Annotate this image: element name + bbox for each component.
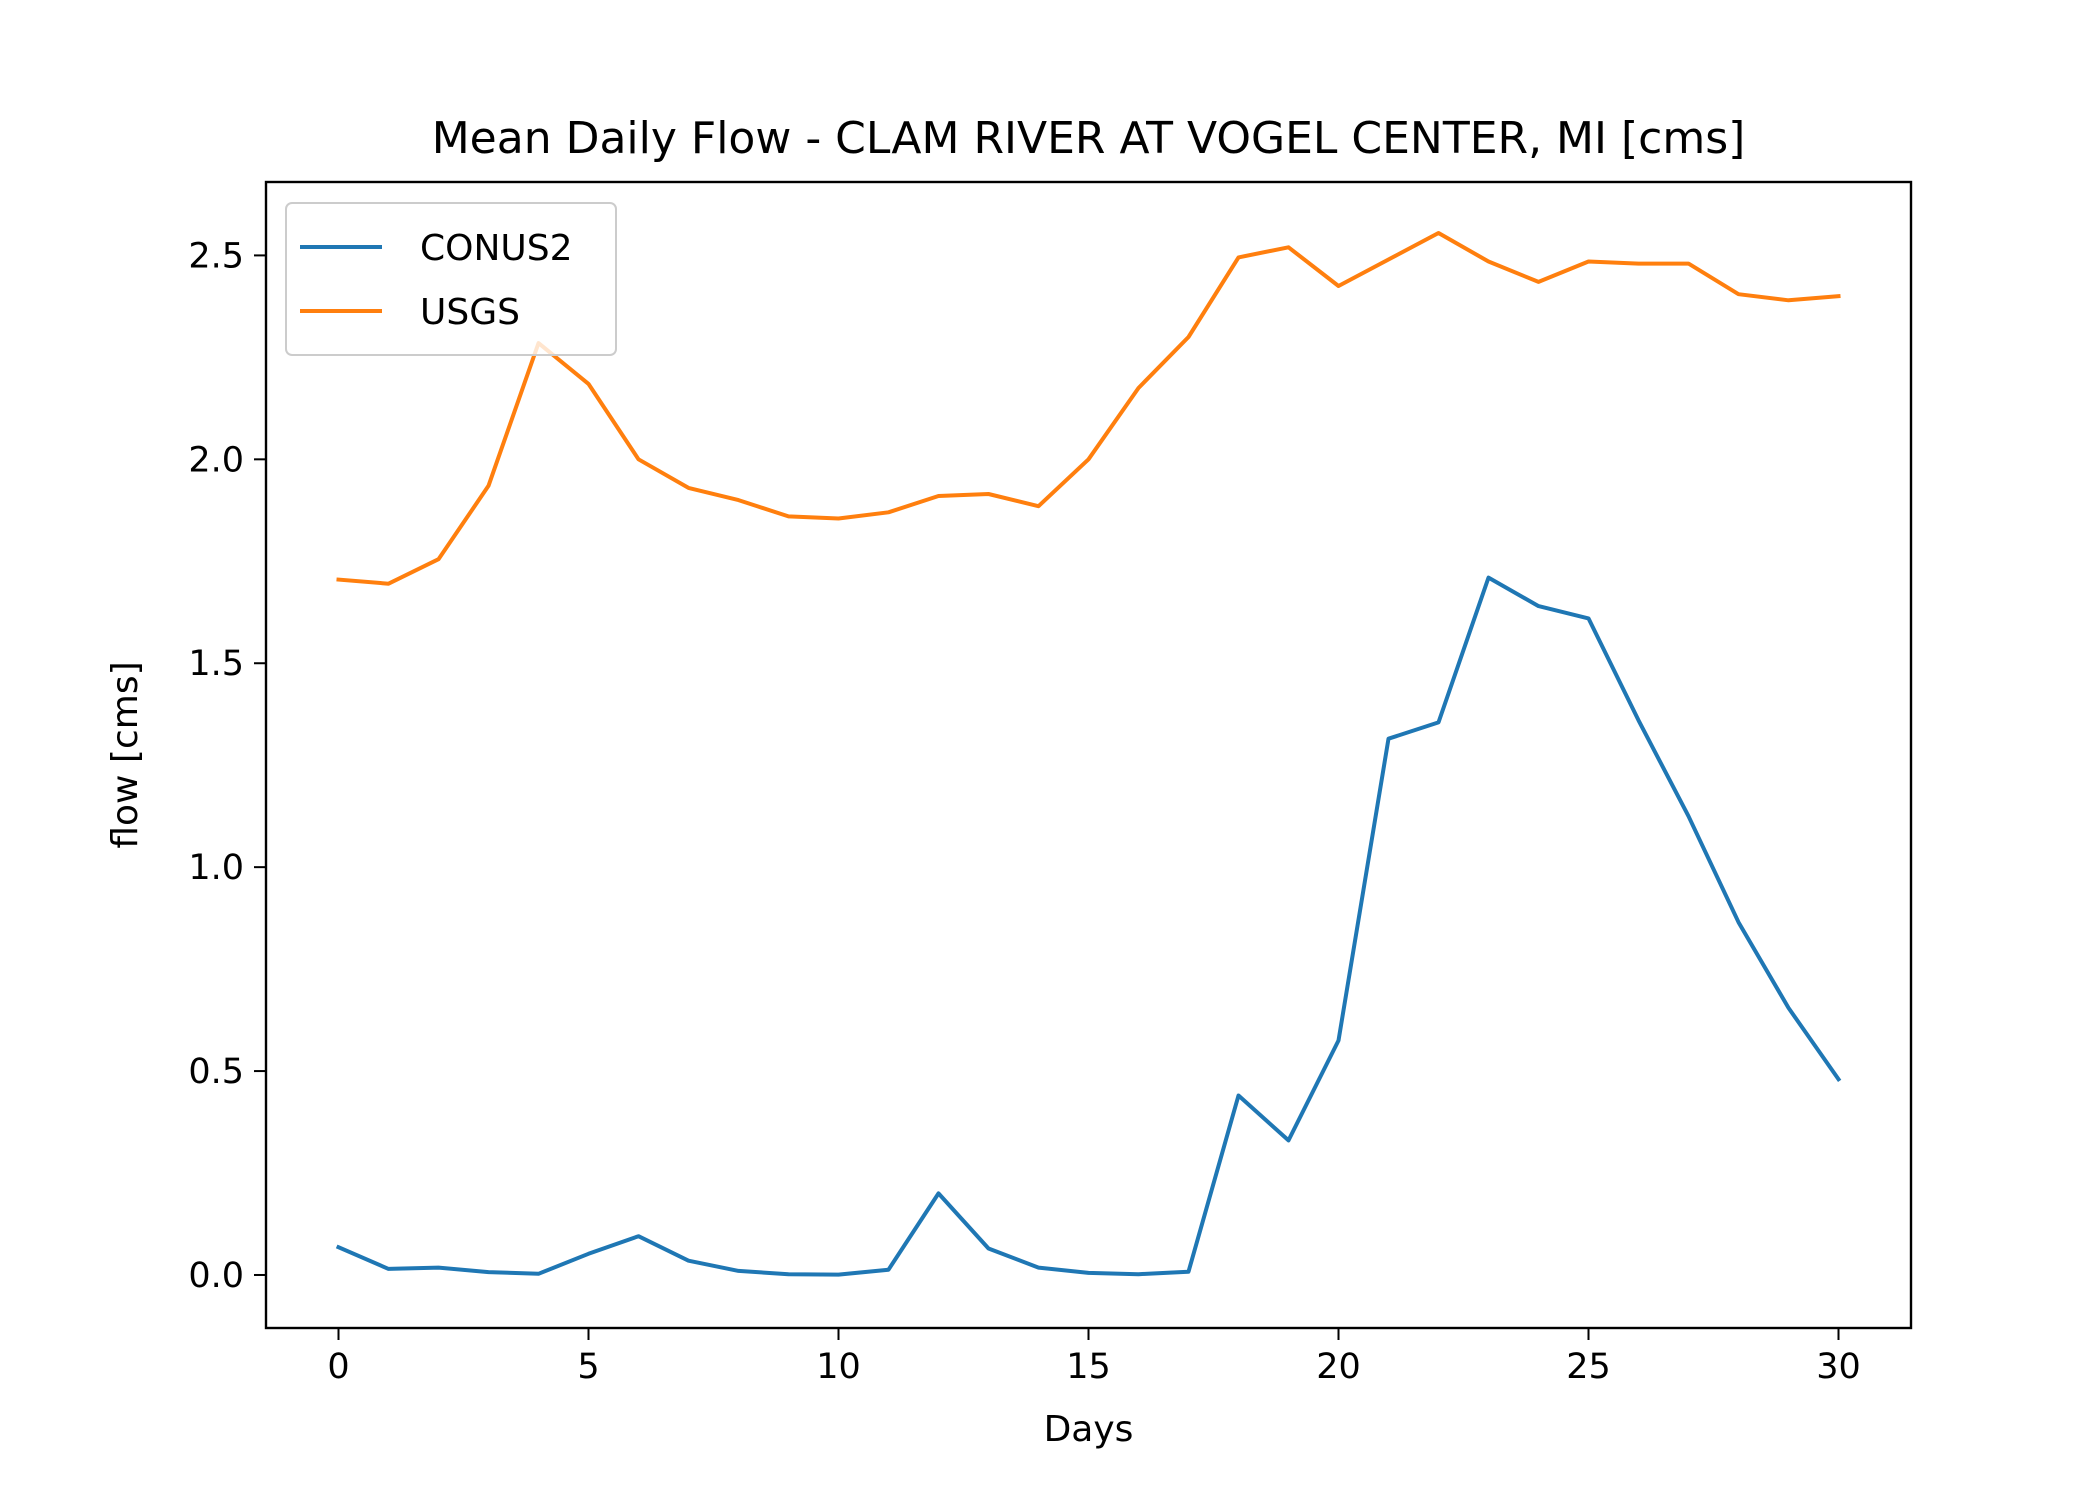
y-tick-label: 2.0 (188, 440, 244, 480)
series-lines (335, 231, 1842, 1277)
x-tick-label: 15 (1066, 1347, 1111, 1387)
chart-title: Mean Daily Flow - CLAM RIVER AT VOGEL CE… (432, 113, 1746, 164)
x-tick-label: 0 (327, 1347, 349, 1387)
y-tick-label: 1.5 (188, 644, 244, 684)
x-axis: 0 5 10 15 20 25 30 (327, 1328, 1861, 1387)
x-axis-label: Days (1044, 1409, 1134, 1450)
x-tick-label: 5 (577, 1347, 599, 1387)
legend-box (285, 202, 617, 356)
x-tick-label: 20 (1316, 1347, 1361, 1387)
series-line-conus2 (335, 575, 1842, 1277)
legend-label-conus2: CONUS2 (420, 228, 573, 269)
y-axis-label: flow [cms] (105, 661, 146, 848)
x-tick-label: 25 (1566, 1347, 1611, 1387)
x-tick-label: 30 (1816, 1347, 1861, 1387)
legend: CONUS2 USGS (285, 202, 617, 356)
legend-label-usgs: USGS (420, 292, 520, 333)
y-tick-label: 0.0 (188, 1256, 244, 1296)
x-tick-label: 10 (816, 1347, 861, 1387)
y-tick-label: 2.5 (188, 236, 244, 276)
series-line-usgs (336, 231, 1841, 586)
y-tick-label: 1.0 (188, 848, 244, 888)
y-axis: 0.0 0.5 1.0 1.5 2.0 2.5 (188, 236, 266, 1296)
y-tick-label: 0.5 (188, 1052, 244, 1092)
